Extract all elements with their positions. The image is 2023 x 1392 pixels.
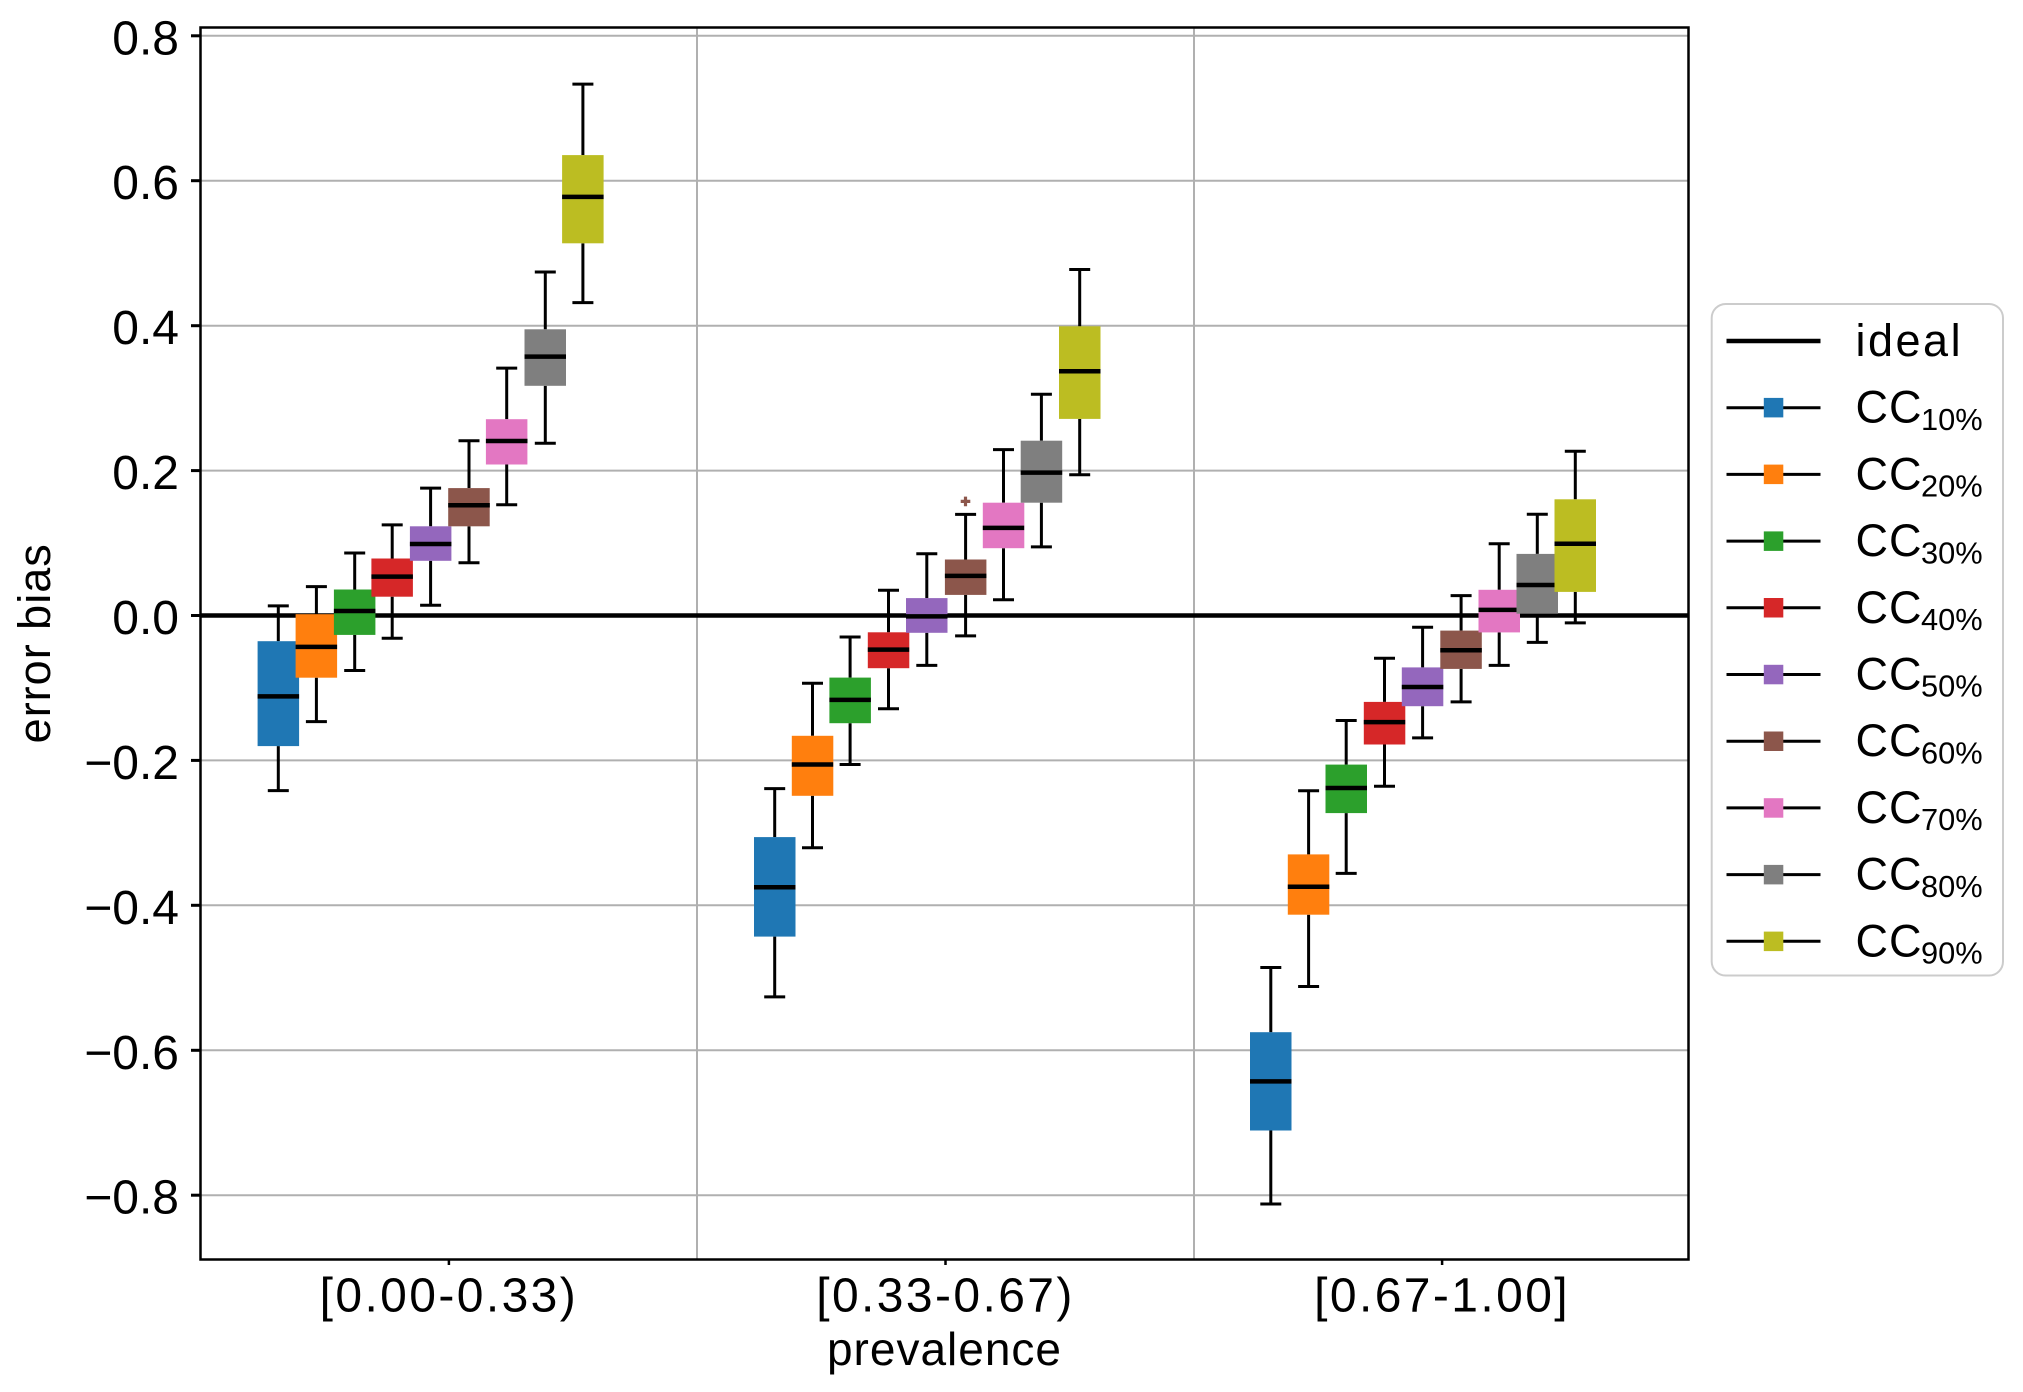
svg-text:CC: CC: [1856, 515, 1923, 566]
svg-text:[0.67-1.00]: [0.67-1.00]: [1314, 1270, 1570, 1323]
svg-text:0.2: 0.2: [112, 447, 179, 500]
svg-text:CC: CC: [1856, 448, 1923, 499]
svg-text:−0.4: −0.4: [84, 882, 179, 935]
svg-text:10%: 10%: [1921, 402, 1983, 437]
svg-text:CC: CC: [1856, 915, 1923, 966]
svg-text:prevalence: prevalence: [827, 1323, 1062, 1375]
svg-text:CC: CC: [1856, 382, 1923, 433]
svg-text:0.8: 0.8: [112, 12, 179, 65]
svg-text:CC: CC: [1856, 782, 1923, 833]
svg-text:0.4: 0.4: [112, 302, 179, 355]
svg-text:30%: 30%: [1921, 535, 1983, 570]
svg-text:20%: 20%: [1921, 469, 1983, 504]
svg-text:50%: 50%: [1921, 669, 1983, 704]
svg-text:40%: 40%: [1921, 602, 1983, 637]
svg-text:error bias: error bias: [9, 543, 60, 743]
svg-text:0.6: 0.6: [112, 157, 179, 210]
svg-text:90%: 90%: [1921, 936, 1983, 971]
svg-text:60%: 60%: [1921, 735, 1983, 770]
svg-text:80%: 80%: [1921, 869, 1983, 904]
svg-text:70%: 70%: [1921, 802, 1983, 837]
svg-text:−0.2: −0.2: [84, 737, 179, 790]
svg-text:[0.00-0.33): [0.00-0.33): [320, 1270, 579, 1323]
svg-text:CC: CC: [1856, 849, 1923, 900]
svg-text:0.0: 0.0: [112, 592, 179, 645]
svg-text:CC: CC: [1856, 649, 1923, 700]
svg-text:−0.8: −0.8: [84, 1172, 179, 1225]
svg-text:[0.33-0.67): [0.33-0.67): [816, 1270, 1075, 1323]
svg-text:ideal: ideal: [1856, 315, 1964, 366]
svg-text:CC: CC: [1856, 715, 1923, 766]
svg-text:CC: CC: [1856, 582, 1923, 633]
svg-text:−0.6: −0.6: [84, 1027, 179, 1080]
